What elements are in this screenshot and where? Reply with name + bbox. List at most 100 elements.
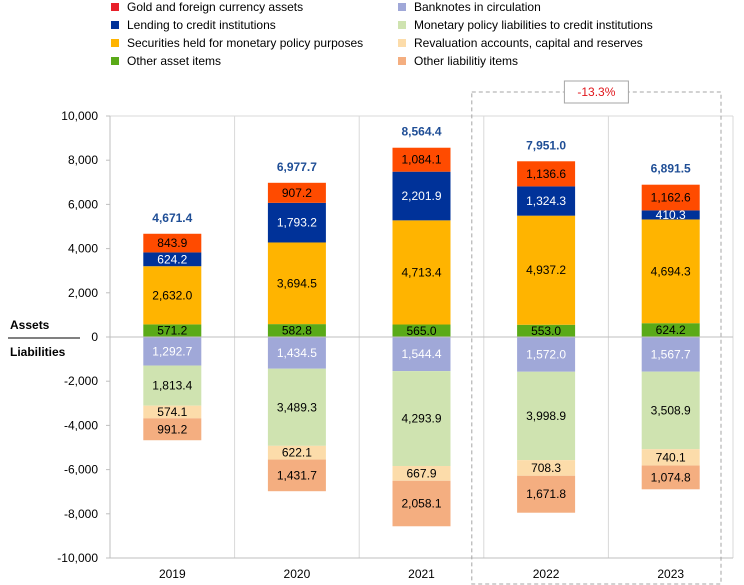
x-tick-label: 2020 [284,567,311,581]
legend-label: Securities held for monetary policy purp… [127,36,363,50]
data-label: 565.0 [406,324,436,338]
y-tick-label: -2,000 [64,374,98,388]
data-label: 1,813.4 [152,379,192,393]
total-label: 6,891.5 [651,162,691,176]
y-tick-label: 8,000 [68,153,98,167]
bar-segment [267,368,326,446]
bar-segment [641,337,700,372]
legend-label: Banknotes in circulation [414,0,541,14]
data-label: 907.2 [282,186,312,200]
bar-segment [641,210,700,220]
data-label: 667.9 [406,466,436,480]
bar-segment [392,480,451,527]
bar-segment [267,459,326,492]
data-label: 571.2 [157,324,187,338]
chart-bars: 571.2 2,632.0 624.2 843.9 4,671.4 1,292.7 1,81… [143,125,700,527]
annotation-label-box [563,80,629,104]
bar-segment [641,323,700,337]
data-label: 4,937.2 [526,263,566,277]
data-label: 582.8 [282,324,312,338]
data-label: 2,201.9 [401,189,441,203]
y-tick-label: -10,000 [57,551,98,565]
chart-axis: 10,000 8,000 6,000 4,000 2,000 0 -2,000 -4,000 -… [57,109,733,581]
legend-label: Gold and foreign currency assets [127,0,303,14]
chart-legend: Gold and foreign currency assets Banknote… [111,0,653,68]
bar-segment [517,324,576,337]
legend-label: Other asset items [127,54,221,68]
data-label: 1,136.6 [526,167,566,181]
bar-segment [392,466,451,481]
data-label: 1,084.1 [401,153,441,167]
bar-segment [143,337,202,366]
data-label: 4,713.4 [401,265,441,279]
data-label: 1,324.3 [526,194,566,208]
data-label: 1,431.7 [277,468,317,482]
bar-segment [392,337,451,372]
legend-swatch [398,3,406,11]
legend-swatch [111,21,119,29]
data-label: 1,544.4 [401,347,441,361]
bar-segment [641,449,700,466]
bar-segment [392,324,451,337]
x-tick-label: 2022 [533,567,560,581]
bar-segment [517,337,576,372]
legend-swatch [398,39,406,47]
total-label: 8,564.4 [401,125,441,139]
y-tick-label: 2,000 [68,286,98,300]
bar-segment [641,371,700,450]
bar-segment [517,371,576,461]
y-tick-label: -6,000 [64,463,98,477]
y-tick-label: 4,000 [68,242,98,256]
data-label: 1,074.8 [651,470,691,484]
data-label: 4,694.3 [651,264,691,278]
x-tick-label: 2021 [408,567,435,581]
annotation-label: -13.3% [577,85,615,99]
bar-segment [143,252,202,267]
assets-side-label: Assets [10,318,50,332]
y-tick-label: 6,000 [68,197,98,211]
bar-segment [517,161,576,187]
legend-swatch [398,21,406,29]
legend-label: Revaluation accounts, capital and reserv… [414,36,643,50]
data-label: 1,572.0 [526,347,566,361]
bar-segment [143,233,202,253]
bar-segment [392,171,451,221]
data-label: 843.9 [157,236,187,250]
bar-segment [267,324,326,337]
legend-swatch [111,3,119,11]
data-label: 574.1 [157,405,187,419]
data-label: 1,434.5 [277,346,317,360]
bar-segment [143,365,202,406]
y-tick-label: 10,000 [61,109,98,123]
data-label: 1,567.7 [651,347,691,361]
total-label: 6,977.7 [277,160,317,174]
bar-segment [392,147,451,172]
legend-label: Monetary policy liabilities to credit in… [414,18,653,32]
total-label: 7,951.0 [526,138,566,152]
bar-segment [267,182,326,203]
bar-segment [267,445,326,460]
data-label: 2,058.1 [401,497,441,511]
bar-segment [143,405,202,419]
bar-segment [267,337,326,369]
bar-segment [517,215,576,325]
data-label: 3,998.9 [526,409,566,423]
data-label: 553.0 [531,324,561,338]
data-label: 991.2 [157,422,187,436]
bar-segment [143,324,202,337]
legend-swatch [111,39,119,47]
data-label: 624.2 [656,323,686,337]
legend-label: Lending to credit institutions [127,18,276,32]
data-label: 1,671.8 [526,487,566,501]
legend-label: Other liabilitiy items [414,54,518,68]
bar-segment [267,202,326,243]
bar-segment [267,242,326,325]
y-tick-label: -4,000 [64,418,98,432]
data-label: 1,162.6 [651,191,691,205]
data-label: 4,293.9 [401,412,441,426]
legend-swatch [398,57,406,65]
y-tick-label: 0 [91,330,98,344]
data-label: 624.2 [157,252,187,266]
data-label: 708.3 [531,461,561,475]
